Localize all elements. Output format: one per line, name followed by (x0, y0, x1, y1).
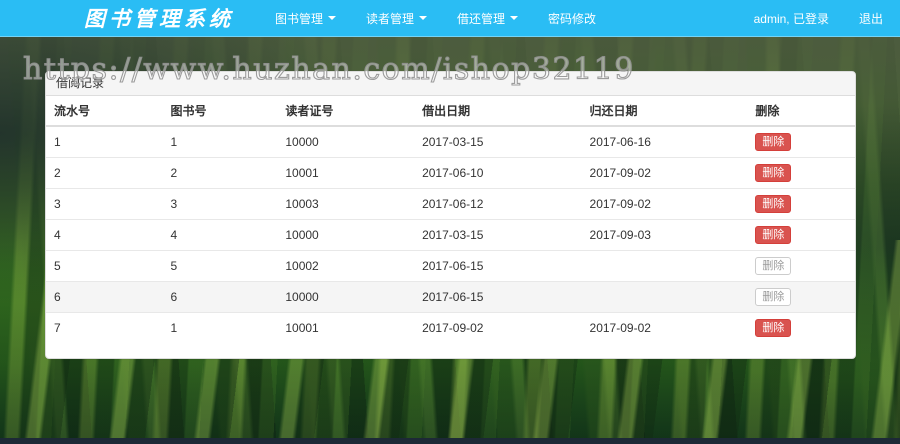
cell-borrow-date: 2017-09-02 (414, 312, 582, 343)
borrow-records-panel: 借阅记录 流水号 图书号 读者证号 借出日期 归还日期 删除 1 1 10000… (45, 71, 856, 359)
cell-return-date (581, 281, 748, 313)
panel-title: 借阅记录 (46, 72, 855, 96)
table-row: 5 5 10002 2017-06-15 删除 (46, 250, 855, 282)
delete-button[interactable]: 删除 (755, 164, 792, 182)
cell-delete: 删除 (747, 188, 855, 220)
table-body: 1 1 10000 2017-03-15 2017-06-16 删除 2 2 1… (46, 126, 855, 343)
delete-button[interactable]: 删除 (755, 226, 792, 244)
app-brand[interactable]: 图书管理系统 (84, 8, 234, 31)
cell-return-date: 2017-09-02 (581, 188, 748, 220)
nav-menu: 图书管理 读者管理 借还管理 密码修改 (260, 0, 611, 36)
cell-serial: 4 (46, 219, 163, 251)
delete-button[interactable]: 删除 (755, 319, 792, 337)
table-row: 6 6 10000 2017-06-15 删除 (46, 281, 855, 313)
cell-book-id: 3 (162, 188, 278, 220)
cell-serial: 2 (46, 157, 163, 189)
delete-button[interactable]: 删除 (755, 288, 792, 306)
cell-borrow-date: 2017-06-15 (414, 281, 582, 313)
cell-reader-id: 10003 (277, 188, 415, 220)
cell-book-id: 5 (162, 250, 278, 282)
cell-book-id: 1 (162, 312, 278, 343)
col-header-return-date: 归还日期 (581, 96, 748, 127)
caret-down-icon (328, 16, 337, 20)
cell-delete: 删除 (747, 250, 855, 282)
cell-return-date: 2017-09-02 (581, 157, 748, 189)
cell-delete: 删除 (747, 312, 855, 343)
cell-reader-id: 10001 (277, 312, 415, 343)
cell-borrow-date: 2017-06-15 (414, 250, 582, 282)
cell-serial: 6 (46, 281, 163, 313)
cell-serial: 7 (46, 312, 163, 343)
table-row: 4 4 10000 2017-03-15 2017-09-03 删除 (46, 219, 855, 251)
cell-serial: 1 (54, 134, 61, 149)
cell-return-date: 2017-09-03 (581, 219, 748, 251)
cell-book-id: 6 (162, 281, 278, 313)
col-header-borrow-date: 借出日期 (414, 96, 582, 127)
col-header-serial: 流水号 (46, 96, 163, 127)
cell-borrow-date: 2017-03-15 (414, 219, 582, 251)
navbar: 图书管理系统 图书管理 读者管理 借还管理 密码修改 admin, 已登录 退出 (0, 0, 900, 37)
table-row: 1 1 10000 2017-03-15 2017-06-16 删除 (46, 126, 855, 158)
col-header-book-id: 图书号 (162, 96, 278, 127)
col-header-delete: 删除 (747, 96, 855, 127)
cell-delete: 删除 (747, 281, 855, 313)
table-row: 3 3 10003 2017-06-12 2017-09-02 删除 (46, 188, 855, 220)
logout-link[interactable]: 退出 (858, 11, 883, 26)
cell-book-id: 2 (162, 157, 278, 189)
cell-return-date: 2017-06-16 (589, 134, 651, 149)
cell-borrow-date: 2017-06-10 (414, 157, 582, 189)
cell-reader-id: 10002 (277, 250, 415, 282)
cell-book-id: 1 (170, 134, 178, 149)
navbar-right: admin, 已登录 退出 (739, 0, 900, 36)
table-row: 7 1 10001 2017-09-02 2017-09-02 删除 (46, 312, 855, 343)
user-status: admin, 已登录 (753, 11, 829, 26)
table-header: 流水号 图书号 读者证号 借出日期 归还日期 删除 (46, 96, 855, 127)
delete-button[interactable]: 删除 (755, 133, 792, 151)
cell-return-date (581, 250, 748, 282)
bottom-dark-strip (0, 438, 900, 444)
cell-borrow-date: 2017-03-15 (422, 134, 484, 149)
cell-reader-id: 10000 (277, 281, 415, 313)
caret-down-icon (419, 16, 428, 20)
cell-return-date: 2017-09-02 (581, 312, 748, 343)
delete-button[interactable]: 删除 (755, 257, 792, 275)
col-header-reader-id: 读者证号 (277, 96, 415, 127)
cell-reader-id: 10001 (277, 157, 415, 189)
delete-button[interactable]: 删除 (755, 195, 792, 213)
borrow-records-table: 流水号 图书号 读者证号 借出日期 归还日期 删除 1 1 10000 2017… (46, 96, 855, 343)
cell-book-id: 4 (162, 219, 278, 251)
cell-delete: 删除 (747, 157, 855, 189)
cell-reader-id: 10000 (277, 219, 415, 251)
cell-serial: 3 (46, 188, 163, 220)
nav-item-2[interactable]: 借还管理 (442, 0, 533, 36)
table-row: 2 2 10001 2017-06-10 2017-09-02 删除 (46, 157, 855, 189)
cell-borrow-date: 2017-06-12 (414, 188, 582, 220)
cell-delete: 删除 (747, 126, 855, 158)
cell-delete: 删除 (747, 219, 855, 251)
cell-serial: 5 (46, 250, 163, 282)
nav-item-3[interactable]: 密码修改 (548, 11, 597, 26)
nav-item-1[interactable]: 读者管理 (351, 0, 442, 36)
nav-item-0[interactable]: 图书管理 (260, 0, 351, 36)
caret-down-icon (510, 16, 519, 20)
cell-reader-id: 10000 (285, 134, 319, 149)
